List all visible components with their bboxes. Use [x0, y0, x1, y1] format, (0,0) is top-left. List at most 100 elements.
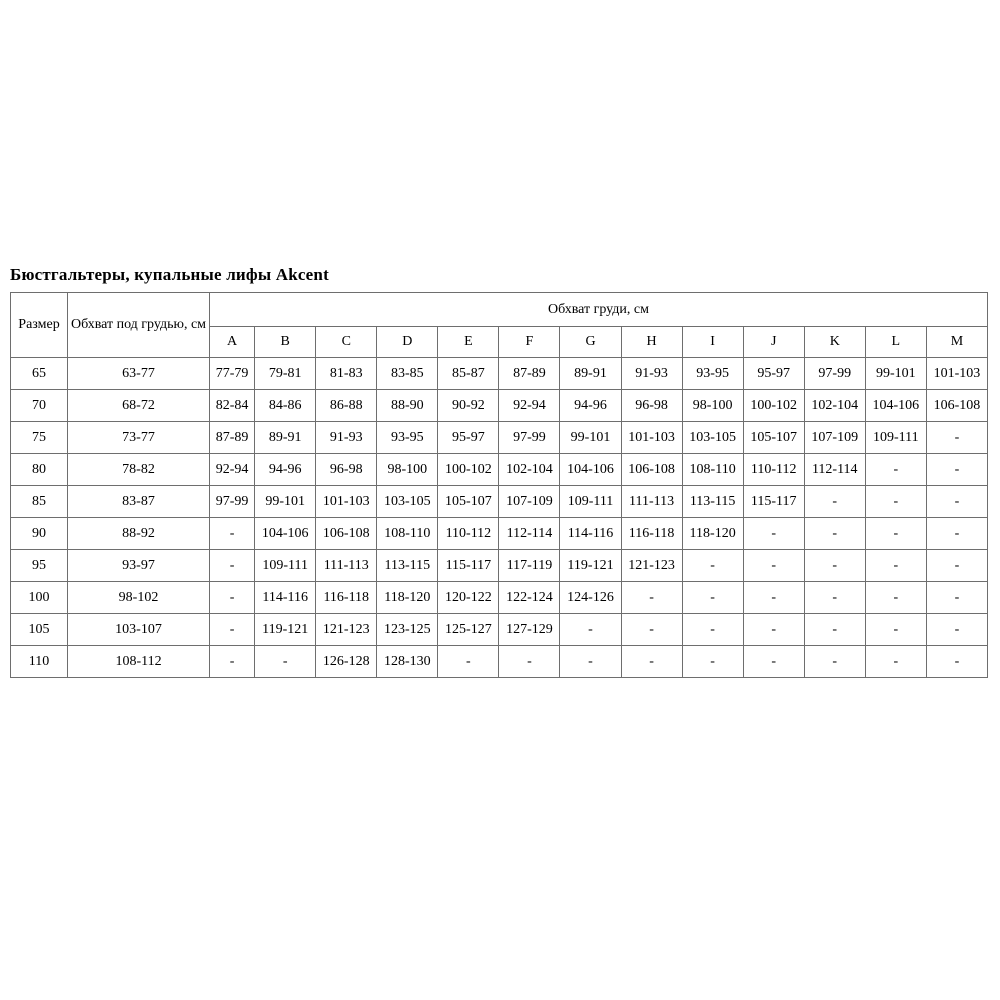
- cup-cell: 79-81: [254, 357, 317, 390]
- cup-cell: 102-104: [803, 389, 866, 422]
- cup-cell: 93-95: [681, 357, 744, 390]
- cup-cell: 110-112: [437, 517, 500, 550]
- cup-column-header: H: [620, 326, 683, 358]
- cup-cell: 96-98: [620, 389, 683, 422]
- cup-cell: 116-118: [620, 517, 683, 550]
- cup-cell: 118-120: [376, 581, 439, 614]
- cup-cell: 101-103: [315, 485, 378, 518]
- underbust-cell: 103-107: [66, 613, 211, 646]
- cup-cell: 90-92: [437, 389, 500, 422]
- cup-cell: 101-103: [925, 357, 989, 390]
- bust-group-header: Обхват груди, см: [209, 292, 988, 327]
- cup-cell: -: [209, 645, 256, 678]
- cup-cell: 114-116: [559, 517, 622, 550]
- size-cell: 90: [10, 517, 68, 550]
- cup-cell: -: [925, 613, 989, 646]
- cup-cell: 94-96: [559, 389, 622, 422]
- cup-cell: -: [925, 453, 989, 486]
- cup-column-header: J: [742, 326, 805, 358]
- cup-cell: -: [803, 645, 866, 678]
- size-cell: 110: [10, 645, 68, 678]
- cup-cell: -: [803, 613, 866, 646]
- table-row: 110 108-112- -126-128 128-130- - - - - - - - -: [10, 645, 989, 678]
- cup-cell: 102-104: [498, 453, 561, 486]
- cup-cell: 93-95: [376, 421, 439, 454]
- cup-cell: 100-102: [742, 389, 805, 422]
- cup-column-header: K: [803, 326, 866, 358]
- cup-cell: -: [559, 645, 622, 678]
- cup-column-header: F: [498, 326, 561, 358]
- underbust-cell: 63-77: [66, 357, 211, 390]
- cup-cell: 97-99: [803, 357, 866, 390]
- underbust-cell: 93-97: [66, 549, 211, 582]
- cup-cell: 123-125: [376, 613, 439, 646]
- underbust-cell: 108-112: [66, 645, 211, 678]
- cup-cell: -: [803, 485, 866, 518]
- cup-cell: 115-117: [437, 549, 500, 582]
- table-row: 85 83-87 97-99 99-101 101-103 103-105 105-107 1…: [10, 485, 989, 518]
- cup-cell: 105-107: [742, 421, 805, 454]
- cup-cell: -: [864, 517, 927, 550]
- cup-cell: -: [254, 645, 317, 678]
- cup-cell: 99-101: [864, 357, 927, 390]
- cup-cell: 89-91: [559, 357, 622, 390]
- cup-cell: -: [209, 549, 256, 582]
- cup-column-header: L: [864, 326, 927, 358]
- cup-cell: -: [925, 549, 989, 582]
- cup-cell: 105-107: [437, 485, 500, 518]
- cup-cell: -: [803, 549, 866, 582]
- cup-cell: 89-91: [254, 421, 317, 454]
- cup-cell: 126-128: [315, 645, 378, 678]
- cup-cell: 111-113: [315, 549, 378, 582]
- cup-cell: -: [925, 485, 989, 518]
- cup-cell: 94-96: [254, 453, 317, 486]
- cup-cell: 95-97: [742, 357, 805, 390]
- cup-cell: 97-99: [209, 485, 256, 518]
- cup-cell: 117-119: [498, 549, 561, 582]
- cup-cell: 96-98: [315, 453, 378, 486]
- cup-column-header: E: [437, 326, 500, 358]
- cup-cell: 77-79: [209, 357, 256, 390]
- page-title: Бюстгальтеры, купальные лифы Akcent: [10, 265, 329, 285]
- cup-cell: 109-111: [254, 549, 317, 582]
- cup-cell: 106-108: [925, 389, 989, 422]
- cup-cell: -: [209, 517, 256, 550]
- size-cell: 70: [10, 389, 68, 422]
- cup-column-header: M: [925, 326, 989, 358]
- cup-cell: 107-109: [498, 485, 561, 518]
- cup-cell: 91-93: [315, 421, 378, 454]
- cup-cell: 120-122: [437, 581, 500, 614]
- underbust-column-header: Обхват под грудью, см: [66, 292, 211, 358]
- table-row: 95 93-97-109-111 111-113 113-115 115-117 117-…: [10, 549, 989, 582]
- cup-cell: 85-87: [437, 357, 500, 390]
- cup-cell: 108-110: [681, 453, 744, 486]
- table-row: 90 88-92-104-106 106-108 108-110 110-112 112-…: [10, 517, 989, 550]
- cup-cell: -: [803, 581, 866, 614]
- cup-cell: 99-101: [559, 421, 622, 454]
- cup-cell: -: [925, 421, 989, 454]
- cup-cell: -: [620, 613, 683, 646]
- table-row: 80 78-82 92-94 94-96 96-98 98-100 100-102 102-1…: [10, 453, 989, 486]
- cup-cell: 119-121: [559, 549, 622, 582]
- cup-cell: -: [681, 549, 744, 582]
- cup-cell: 87-89: [498, 357, 561, 390]
- cup-cell: 87-89: [209, 421, 256, 454]
- cup-cell: -: [209, 581, 256, 614]
- underbust-cell: 83-87: [66, 485, 211, 518]
- underbust-cell: 98-102: [66, 581, 211, 614]
- cup-cell: 106-108: [620, 453, 683, 486]
- cup-cell: -: [925, 517, 989, 550]
- size-table-body: 65 63-77 77-79 79-81 81-83 83-85 85-87 87-89 89-…: [10, 357, 989, 678]
- cup-cell: 112-114: [803, 453, 866, 486]
- cup-cell: -: [620, 581, 683, 614]
- size-cell: 65: [10, 357, 68, 390]
- cup-cell: -: [742, 581, 805, 614]
- cup-cell: 106-108: [315, 517, 378, 550]
- cup-cell: 107-109: [803, 421, 866, 454]
- cup-cell: 110-112: [742, 453, 805, 486]
- cup-column-header: B: [254, 326, 317, 358]
- cup-cell: 103-105: [681, 421, 744, 454]
- cup-cell: -: [209, 613, 256, 646]
- group-header-row: Размер Обхват под грудью, см Обхват груд…: [10, 292, 988, 358]
